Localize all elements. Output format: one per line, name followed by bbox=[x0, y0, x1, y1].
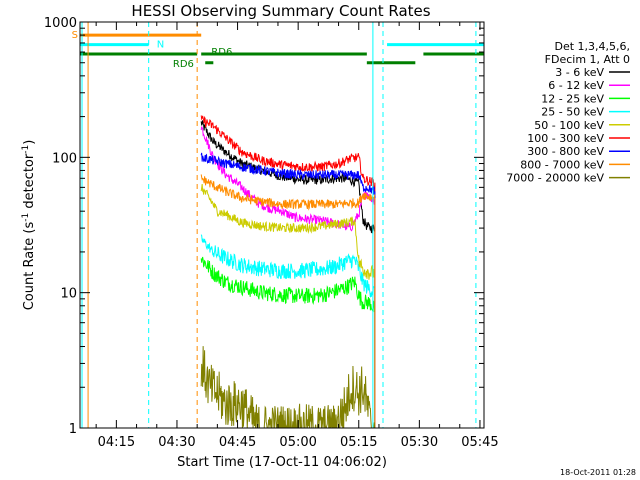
y-tick-label-1: 10 bbox=[60, 287, 77, 302]
y-axis-label-sup1: -1 bbox=[21, 213, 31, 222]
y-axis-label-mid: detector bbox=[22, 153, 37, 213]
series-line-8 bbox=[200, 346, 376, 428]
legend-label-2: 12 - 25 keV bbox=[541, 92, 604, 105]
instrument-flags bbox=[80, 33, 484, 65]
y-axis-label-main: Count Rate (s bbox=[22, 222, 37, 311]
legend: Det 1,3,4,5,6, FDecim 1, Att 0 3 - 6 keV… bbox=[506, 40, 630, 185]
legend-label-3: 25 - 50 keV bbox=[541, 106, 604, 119]
legend-label-6: 300 - 800 keV bbox=[527, 145, 604, 158]
flag-annotation-2: RD6 bbox=[173, 59, 194, 70]
legend-label-4: 50 - 100 keV bbox=[534, 119, 604, 132]
series-line-4 bbox=[200, 183, 376, 280]
series-line-1 bbox=[200, 126, 376, 232]
series-line-6 bbox=[200, 152, 376, 195]
series-line-2 bbox=[200, 256, 376, 313]
y-axis-label-sup2: -1 bbox=[21, 145, 31, 154]
series-line-3 bbox=[200, 234, 376, 298]
legend-title-line-1: Det 1,3,4,5,6, bbox=[554, 40, 630, 53]
series-line-7 bbox=[200, 174, 376, 211]
series-line-5 bbox=[200, 115, 376, 189]
series-layer bbox=[200, 115, 376, 428]
flag-annotation-1: N bbox=[157, 40, 164, 51]
x-axis-ticks: 04:15 04:30 04:45 05:00 05:15 05:30 05:45 bbox=[95, 22, 499, 450]
chart-title: HESSI Observing Summary Count Rates bbox=[131, 2, 430, 20]
x-tick-label-1: 04:30 bbox=[158, 435, 195, 450]
y-tick-label-3: 1000 bbox=[44, 16, 77, 31]
timestamp: 18-Oct-2011 01:28 bbox=[560, 468, 636, 477]
legend-label-5: 100 - 300 keV bbox=[527, 132, 604, 145]
y-tick-label-0: 1 bbox=[69, 422, 77, 437]
flag-annotations: S N RD6 RD6 bbox=[72, 30, 233, 70]
x-tick-label-5: 05:30 bbox=[401, 435, 438, 450]
plot-frame bbox=[79, 21, 485, 429]
x-tick-label-2: 04:45 bbox=[219, 435, 256, 450]
legend-label-0: 3 - 6 keV bbox=[555, 66, 604, 79]
legend-title-line-2: FDecim 1, Att 0 bbox=[545, 53, 630, 66]
x-axis-label: Start Time (17-Oct-11 04:06:02) bbox=[177, 455, 387, 470]
y-axis-label-end: ) bbox=[22, 140, 37, 145]
y-axis-label: Count Rate (s-1 detector-1) bbox=[21, 140, 37, 311]
flag-annotation-3: RD6 bbox=[211, 47, 232, 58]
x-tick-label-0: 04:15 bbox=[98, 435, 135, 450]
y-axis-ticks: 1 10 100 1000 bbox=[44, 16, 484, 437]
legend-label-7: 800 - 7000 keV bbox=[520, 158, 604, 171]
x-tick-label-6: 05:45 bbox=[461, 435, 498, 450]
legend-label-8: 7000 - 20000 keV bbox=[506, 172, 604, 185]
flag-annotation-0: S bbox=[72, 30, 78, 41]
x-tick-label-4: 05:15 bbox=[340, 435, 377, 450]
x-tick-label-3: 05:00 bbox=[279, 435, 316, 450]
event-lines bbox=[81, 22, 477, 428]
legend-label-1: 6 - 12 keV bbox=[548, 79, 604, 92]
y-tick-label-2: 100 bbox=[52, 151, 77, 166]
